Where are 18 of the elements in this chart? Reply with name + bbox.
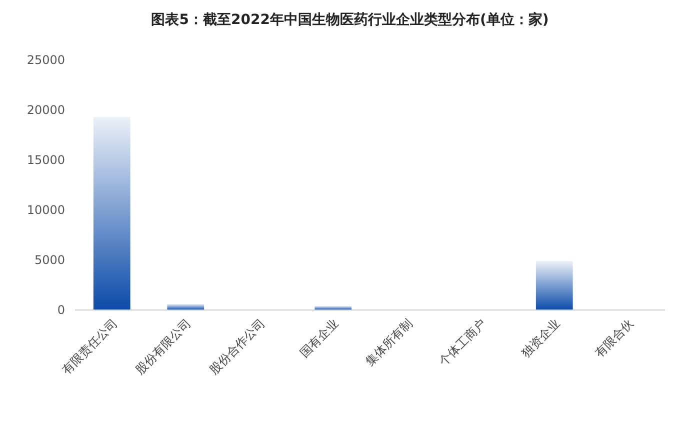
- x-tick-label: 股份合作公司: [206, 316, 268, 378]
- y-tick-label: 25000: [26, 53, 65, 67]
- x-tick-label: 股份有限公司: [132, 316, 194, 378]
- y-tick-label: 0: [57, 303, 65, 317]
- x-tick-label: 有限合伙: [592, 316, 636, 360]
- y-tick-label: 5000: [34, 253, 65, 267]
- bar: [93, 117, 130, 310]
- x-tick-label: 集体所有制: [362, 316, 415, 369]
- x-tick-label: 国有企业: [297, 316, 342, 360]
- x-tick-label: 独资企业: [518, 316, 562, 360]
- bar: [167, 304, 204, 310]
- y-tick-label: 10000: [26, 203, 65, 217]
- y-tick-label: 20000: [26, 103, 65, 117]
- x-tick-label: 个体工商户: [436, 316, 489, 369]
- y-tick-label: 15000: [26, 153, 65, 167]
- bar: [536, 261, 573, 310]
- chart-title: 图表5：截至2022年中国生物医药行业企业类型分布(单位：家): [151, 11, 549, 28]
- x-tick-label: 有限责任公司: [59, 316, 120, 378]
